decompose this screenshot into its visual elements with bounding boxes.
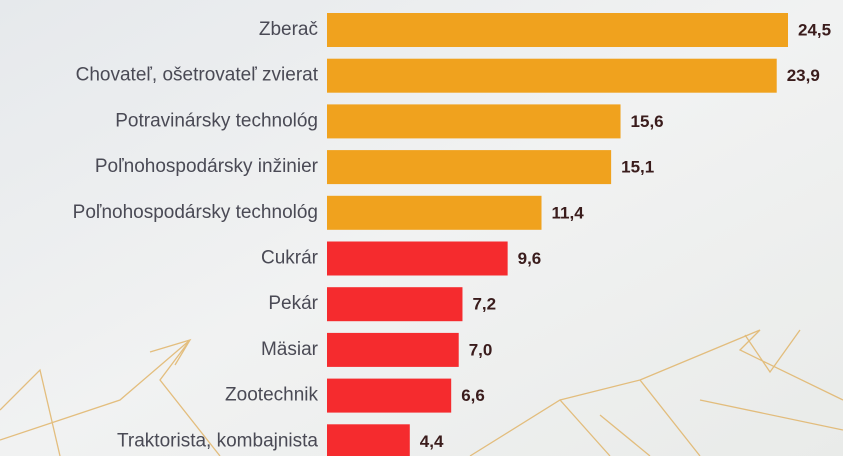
value-label: 15,1 bbox=[621, 158, 654, 177]
bar bbox=[327, 104, 621, 138]
value-label: 7,2 bbox=[472, 295, 496, 314]
bar bbox=[327, 150, 611, 184]
category-label: Cukrár bbox=[261, 248, 319, 269]
value-label: 9,6 bbox=[518, 249, 542, 268]
category-label: Mäsiar bbox=[261, 339, 319, 360]
category-label: Zberač bbox=[259, 19, 318, 40]
bar bbox=[327, 333, 459, 367]
bar bbox=[327, 242, 508, 276]
category-label: Pekár bbox=[268, 293, 318, 314]
bar bbox=[327, 13, 788, 47]
value-label: 7,0 bbox=[469, 340, 493, 359]
category-label: Zootechnik bbox=[225, 385, 318, 406]
bar bbox=[327, 424, 410, 456]
bar bbox=[327, 379, 451, 413]
bar bbox=[327, 287, 462, 321]
category-label: Poľnohospodársky technológ bbox=[73, 202, 318, 223]
value-label: 23,9 bbox=[787, 66, 820, 85]
category-label: Chovateľ, ošetrovateľ zvierat bbox=[76, 65, 319, 86]
value-label: 6,6 bbox=[461, 386, 485, 405]
value-label: 11,4 bbox=[552, 203, 585, 222]
chart: Zberač 24,5 Chovateľ, ošetrovateľ zvierat 2… bbox=[0, 0, 843, 456]
value-label: 24,5 bbox=[798, 20, 831, 39]
bar bbox=[327, 196, 542, 230]
value-label: 4,4 bbox=[420, 432, 444, 451]
category-label: Traktorista, kombajnista bbox=[117, 430, 318, 451]
category-label: Potravinársky technológ bbox=[115, 110, 318, 131]
category-label: Poľnohospodársky inžinier bbox=[95, 156, 319, 177]
bar bbox=[327, 59, 777, 93]
value-label: 15,6 bbox=[631, 112, 664, 131]
